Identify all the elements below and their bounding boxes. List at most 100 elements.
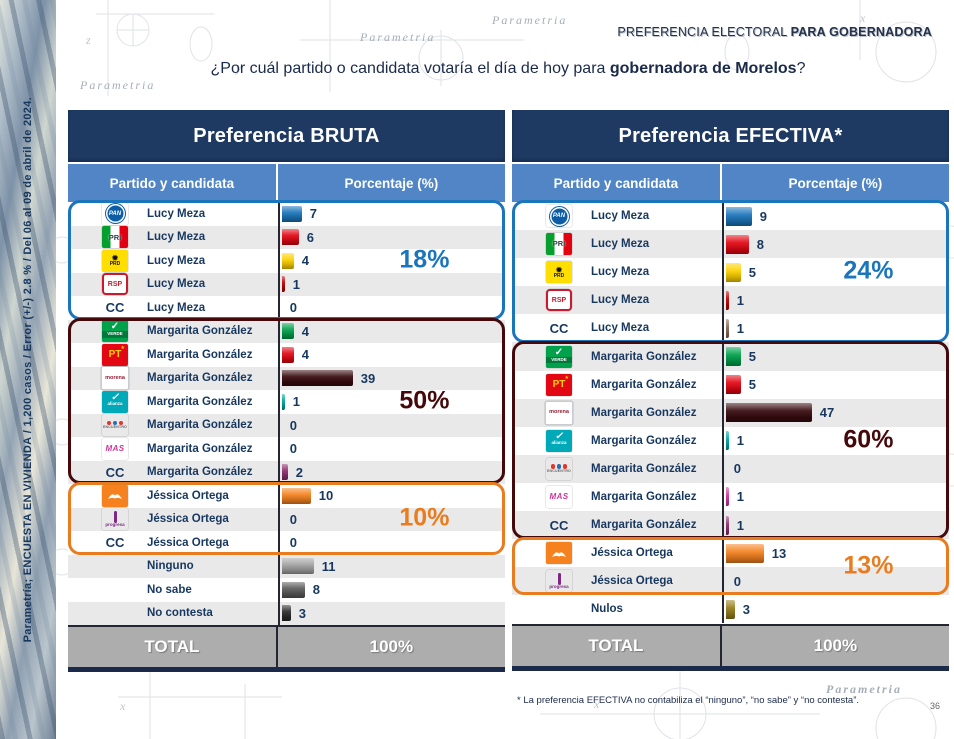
- party-cell: progresa Jéssica Ortega: [68, 508, 278, 532]
- candidate-name: Margarita González: [147, 395, 253, 408]
- table-row: morena Margarita González 47: [512, 398, 949, 427]
- footnote: * La preferencia EFECTIVA no contabiliza…: [517, 695, 860, 706]
- party-cell: CC Lucy Meza: [68, 296, 278, 320]
- percentage-cell: 2: [277, 460, 505, 484]
- table-row: PT ★ Margarita González 4: [68, 343, 505, 367]
- pt-logo-box: PT ★: [94, 343, 136, 366]
- cc-logo-box: CC: [94, 465, 136, 480]
- bar-value: 11: [321, 558, 336, 574]
- party-cell: PRI Lucy Meza: [512, 230, 722, 258]
- table-row: CC Lucy Meza 0: [68, 296, 505, 320]
- percentage-cell: 0: [277, 296, 505, 320]
- candidate-name: Lucy Meza: [147, 278, 206, 291]
- cc-label: CC: [549, 517, 569, 533]
- party-cell: PT ★ Margarita González: [512, 371, 722, 399]
- table-row: ✓ alianza Margarita González 1: [68, 390, 505, 414]
- mc-party-icon: [102, 484, 128, 507]
- bar-value: 8: [312, 582, 320, 598]
- value-bar: [725, 262, 741, 282]
- cc-logo-box: CC: [94, 535, 136, 550]
- watermark-parametria: Parametria: [826, 682, 902, 696]
- encuentro-party-icon: ENCUENTRO: [546, 458, 572, 480]
- table-row: Ninguno 11: [68, 554, 505, 579]
- rsp-party-icon: RSP: [102, 273, 128, 296]
- table-row: No sabe 8: [68, 578, 505, 602]
- bar-value: 9: [759, 208, 767, 224]
- percentage-cell: 4: [277, 319, 505, 343]
- bar-value: 3: [742, 601, 750, 617]
- candidate-name: Margarita González: [147, 419, 253, 432]
- bar-value: 1: [736, 320, 744, 336]
- percentage-cell: 1: [721, 482, 949, 512]
- bar-value: 47: [819, 405, 835, 421]
- candidate-name: Lucy Meza: [591, 210, 650, 223]
- value-bar: [281, 370, 353, 387]
- bar-value: 39: [360, 370, 376, 386]
- value-bar: [725, 206, 752, 226]
- kicker-bold: PARA GOBERNADORA: [790, 25, 932, 39]
- svg-text:z: z: [85, 33, 91, 47]
- table-row: PT ★ Margarita González 5: [512, 370, 949, 399]
- value-bar: [281, 464, 288, 481]
- mc-logo-box: [538, 542, 580, 565]
- table-row: morena Margarita González 39: [68, 366, 505, 391]
- bar-value: 10: [318, 488, 334, 504]
- value-bar: [725, 431, 729, 451]
- candidate-name: Jéssica Ortega: [147, 513, 229, 526]
- alianza-logo-box: ✓ alianza: [94, 390, 136, 413]
- bar-value: 8: [756, 236, 764, 252]
- candidate-name: Margarita González: [147, 372, 253, 385]
- candidate-name: Lucy Meza: [591, 294, 650, 307]
- bar-value: 0: [289, 511, 297, 527]
- percentage-cell: 5: [721, 258, 949, 287]
- value-bar: [281, 346, 294, 363]
- candidate-name: Margarita González: [591, 350, 697, 363]
- prd-party-icon: ✹ PRD: [546, 261, 572, 284]
- party-cell: ENCUENTRO Margarita González: [512, 455, 722, 483]
- pan-party-icon: PAN: [546, 205, 572, 228]
- party-cell: Ninguno: [68, 555, 278, 579]
- value-bar: [725, 599, 735, 619]
- bar-value: 4: [301, 347, 309, 363]
- rsp-logo-box: RSP: [94, 273, 136, 296]
- watermark-parametria: Parametria: [492, 13, 568, 27]
- candidate-name: Lucy Meza: [147, 254, 206, 267]
- table-title: Preferencia BRUTA: [68, 110, 505, 162]
- bar-value: 0: [289, 300, 297, 316]
- table-row: RSP Lucy Meza 1: [512, 286, 949, 315]
- percentage-cell: 11: [277, 554, 505, 578]
- column-header-party: Partido y candidata: [512, 164, 722, 202]
- value-bar: [725, 487, 729, 507]
- methodology-bold: ENCUESTA EN VIVIENDA: [22, 436, 34, 575]
- bar-value: 1: [292, 394, 300, 410]
- bar-value: 5: [748, 349, 756, 365]
- pt-party-icon: PT ★: [546, 373, 572, 396]
- candidate-name: Lucy Meza: [591, 238, 650, 251]
- question-prefix: ¿Por cuál partido o candidata votaría el…: [210, 60, 610, 77]
- morena-party-icon: morena: [545, 400, 573, 425]
- verde-logo-box: ✓ VERDE: [94, 320, 136, 343]
- party-cell: progresa Jéssica Ortega: [512, 567, 722, 595]
- party-cell: ✹ PRD Lucy Meza: [68, 249, 278, 273]
- page-number: 36: [929, 701, 940, 711]
- party-cell: PT ★ Margarita González: [68, 343, 278, 367]
- bar-value: 5: [748, 377, 756, 393]
- percentage-cell: 13: [721, 539, 949, 568]
- encuentro-party-icon: ENCUENTRO: [102, 414, 128, 436]
- value-bar: [281, 605, 291, 622]
- table-row: PRI Lucy Meza 6: [68, 225, 505, 249]
- percentage-cell: 5: [721, 370, 949, 399]
- table-row: CC Margarita González 2: [68, 460, 505, 484]
- total-row: TOTAL 100%: [68, 625, 505, 672]
- value-bar: [725, 403, 812, 423]
- bar-value: 0: [733, 461, 741, 477]
- progresa-logo-box: progresa: [538, 570, 580, 592]
- total-value: 100%: [813, 635, 858, 655]
- table-row: ENCUENTRO Margarita González 0: [512, 454, 949, 483]
- table-body: PAN Lucy Meza 9 PRI Lucy Meza 8 ✹ PRD Lucy Meza 5…: [512, 200, 949, 624]
- percentage-cell: 1: [721, 314, 949, 343]
- candidate-name: Margarita González: [591, 406, 697, 419]
- total-row: TOTAL 100%: [512, 623, 949, 671]
- percentage-cell: 0: [277, 437, 505, 461]
- prd-party-icon: ✹ PRD: [102, 249, 128, 272]
